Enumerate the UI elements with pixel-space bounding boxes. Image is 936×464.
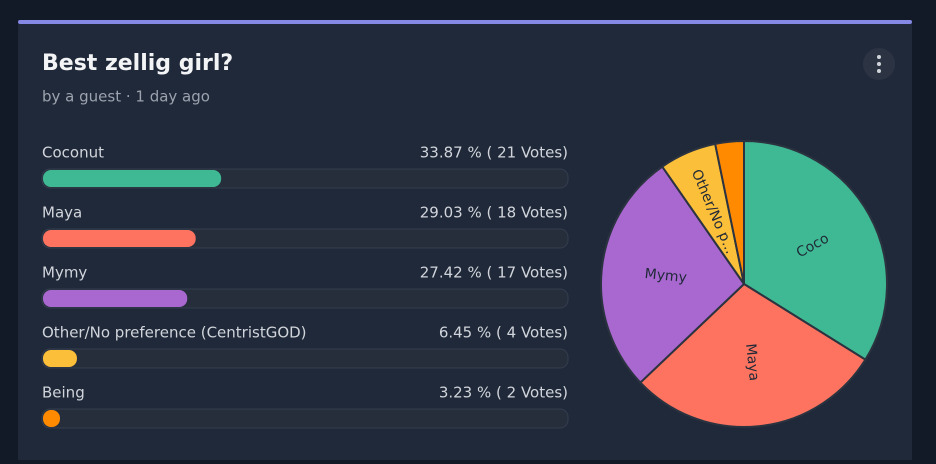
poll-subtitle: by a guest · 1 day ago <box>42 88 210 106</box>
bar-track <box>41 348 569 369</box>
option-label: Coconut <box>42 144 104 162</box>
option-label: Maya <box>42 204 82 222</box>
option-result: 27.42 % ( 17 Votes) <box>420 264 568 282</box>
option-label: Mymy <box>42 264 87 282</box>
pie-slice <box>600 165 746 384</box>
option-result: 3.23 % ( 2 Votes) <box>439 384 568 402</box>
pie-slice <box>713 139 745 285</box>
card-accent <box>18 20 912 24</box>
option-result: 29.03 % ( 18 Votes) <box>420 204 568 222</box>
menu-dot <box>877 69 881 73</box>
pie-slice <box>743 139 888 362</box>
bar-fill <box>43 410 60 427</box>
menu-button[interactable] <box>863 48 895 80</box>
poll-title: Best zellig girl? <box>42 51 233 76</box>
bar-fill <box>43 290 188 307</box>
pie-slice <box>638 282 867 428</box>
option-label: Being <box>42 384 85 402</box>
bar-fill <box>43 170 222 187</box>
pie-label: Maya <box>742 343 762 382</box>
bar-fill <box>43 230 196 247</box>
bar-fill <box>43 350 77 367</box>
bar-track <box>41 408 569 429</box>
menu-dot <box>877 55 881 59</box>
pie-label: Mymy <box>644 266 688 286</box>
menu-dot <box>877 62 881 66</box>
option-result: 6.45 % ( 4 Votes) <box>439 324 568 342</box>
option-label: Other/No preference (CentristGOD) <box>42 324 307 342</box>
option-result: 33.87 % ( 21 Votes) <box>420 144 568 162</box>
